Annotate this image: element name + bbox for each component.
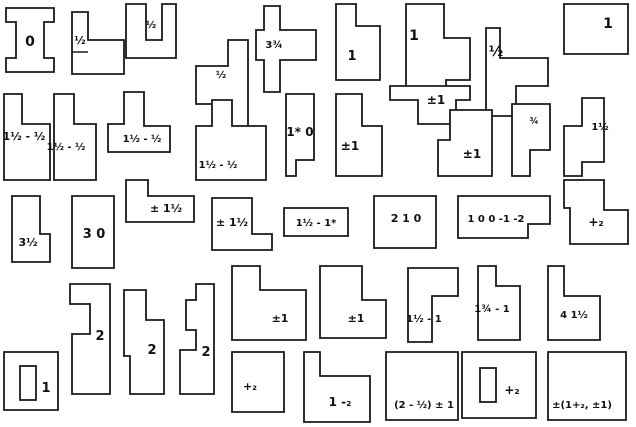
piece-outline-28	[69, 283, 111, 395]
piece-outlines	[3, 3, 629, 423]
piece-outline-41	[547, 351, 627, 421]
piece-label-19: 1½	[591, 122, 608, 133]
piece-label-21: 3 0	[83, 227, 106, 242]
piece-outline-24	[283, 207, 349, 237]
piece-outline-3	[125, 3, 177, 59]
piece-outline-39	[385, 351, 459, 421]
piece-outline-15	[335, 93, 383, 177]
piece-label-13: 1½ - ½	[199, 160, 238, 171]
piece-label-26: 1 0 0 -1 -2	[467, 214, 524, 225]
piece-label-33: 1½ - 1	[406, 314, 441, 325]
piece-label-1: 0	[25, 34, 35, 50]
piece-label-28: 2	[95, 329, 104, 344]
piece-outline-1	[5, 7, 55, 73]
piece-outline-19	[563, 97, 605, 177]
piece-outline-13	[195, 99, 267, 181]
piece-label-18: ¾	[529, 117, 538, 127]
piece-label-15: ±1	[341, 139, 359, 153]
piece-label-40: +₂	[504, 383, 519, 397]
piece-label-32: ±1	[348, 312, 365, 325]
piece-label-25: 2 1 0	[391, 212, 422, 225]
piece-outline-12	[107, 91, 171, 153]
piece-outline-6	[335, 3, 381, 81]
piece-label-41: ±(1+₂, ±1)	[552, 400, 612, 411]
piece-label-38: 1 -₂	[329, 395, 352, 409]
piece-label-12: 1½ - ½	[123, 134, 162, 145]
piece-outline-14	[285, 93, 315, 177]
piece-label-9: 1	[603, 16, 613, 32]
piece-outline-29	[123, 289, 165, 395]
piece-outline-27	[563, 179, 629, 245]
piece-label-16: ±1	[427, 93, 445, 107]
piece-hole-36-1	[19, 365, 37, 401]
piece-label-30: 2	[201, 345, 210, 360]
piece-label-39: (2 - ½) ± 1	[394, 400, 454, 411]
piece-label-35: 4 1½	[560, 310, 588, 321]
piece-label-24: 1½ - 1*	[296, 218, 337, 229]
piece-label-31: ±1	[272, 312, 289, 325]
piece-outline-30	[179, 283, 215, 395]
piece-outline-17	[437, 109, 493, 177]
piece-label-11: 1½ - ½	[47, 142, 86, 153]
piece-outline-40	[461, 351, 537, 419]
piece-outline-31	[231, 265, 307, 341]
piece-label-36: 1	[41, 381, 50, 396]
piece-label-17: ±1	[463, 147, 481, 161]
piece-label-20: 3½	[18, 236, 37, 249]
piece-outline-9	[563, 3, 629, 55]
piece-label-34: 1¾ - 1	[474, 304, 509, 315]
piece-outline-26	[457, 195, 551, 239]
piece-outline-8	[485, 27, 549, 117]
piece-outline-38	[303, 351, 371, 423]
piece-label-23: ± 1½	[216, 216, 248, 229]
piece-label-27: +₂	[588, 215, 603, 229]
piece-label-3: ½	[146, 20, 156, 31]
piece-outline-21	[71, 195, 115, 269]
piece-outline-32	[319, 265, 387, 339]
piece-label-7: 1	[409, 28, 419, 44]
piece-outline-35	[547, 265, 601, 341]
piece-outline-10	[3, 93, 51, 181]
piece-outline-18	[511, 103, 551, 177]
piece-outline-34	[477, 265, 521, 341]
piece-label-37: +₂	[243, 380, 257, 393]
piece-label-8: ½	[489, 44, 504, 60]
piece-outline-2	[71, 11, 125, 75]
piece-label-2: ½	[74, 34, 85, 47]
piece-label-14: 1* 0	[286, 125, 313, 139]
piece-outline-23	[211, 197, 273, 251]
piece-label-29: 2	[147, 343, 156, 358]
piece-outline-20	[11, 195, 51, 263]
piece-label-4: ½	[216, 70, 226, 81]
piece-outline-22	[125, 179, 195, 223]
piece-outline-5	[255, 5, 317, 93]
piece-outline-11	[53, 93, 97, 181]
piece-label-10: 1½ - ½	[3, 130, 46, 143]
piece-outline-7	[405, 3, 471, 97]
piece-outline-37	[231, 351, 285, 413]
piece-label-6: 1	[347, 49, 356, 64]
piece-outline-33	[407, 267, 459, 343]
piece-outline-25	[373, 195, 437, 249]
piece-hole-40-1	[479, 367, 497, 403]
piece-label-5: 3¾	[265, 40, 282, 51]
piece-label-22: ± 1½	[150, 202, 182, 215]
